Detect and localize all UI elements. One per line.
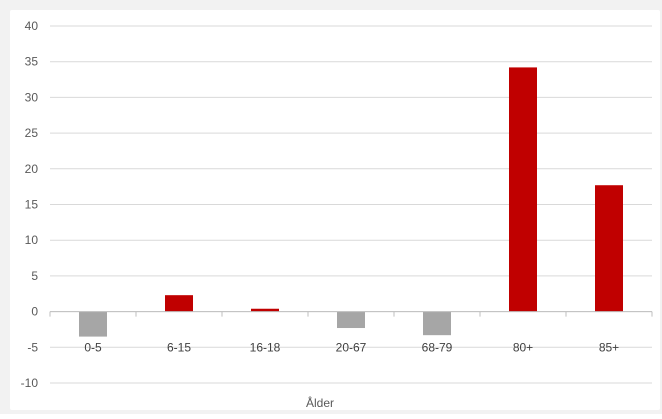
y-tick-label: 40 bbox=[25, 19, 39, 33]
y-tick-label: 10 bbox=[25, 233, 39, 247]
y-tick-label: 25 bbox=[25, 126, 39, 140]
x-tick-label: 20-67 bbox=[336, 340, 367, 354]
bar-16-18 bbox=[251, 308, 279, 312]
x-axis bbox=[49, 311, 653, 317]
y-tick-label: -5 bbox=[27, 340, 38, 354]
bar-0-5 bbox=[79, 311, 107, 337]
x-tick-label: 68-79 bbox=[422, 340, 453, 354]
x-axis-ticks: 0-5 6-15 16-18 20-67 68-79 80+ 85+ bbox=[84, 340, 619, 354]
y-tick-label: 20 bbox=[25, 162, 39, 176]
x-tick-label: 85+ bbox=[599, 340, 619, 354]
y-tick-label: 5 bbox=[31, 269, 38, 283]
y-tick-label: 0 bbox=[31, 305, 38, 319]
y-tick-label: 30 bbox=[25, 90, 39, 104]
x-tick-label: 6-15 bbox=[167, 340, 191, 354]
bar-68-79 bbox=[423, 311, 451, 336]
y-tick-label: -10 bbox=[21, 376, 39, 390]
bar-85+ bbox=[595, 185, 623, 312]
y-tick-label: 35 bbox=[25, 55, 39, 69]
y-tick-label: 15 bbox=[25, 198, 39, 212]
x-tick-label: 16-18 bbox=[250, 340, 281, 354]
gridlines bbox=[50, 25, 652, 384]
x-tick-label: 80+ bbox=[513, 340, 533, 354]
bars bbox=[79, 67, 623, 337]
y-axis-ticks: -10 -5 0 5 10 15 20 25 30 35 40 bbox=[21, 19, 39, 390]
bar-20-67 bbox=[337, 311, 365, 329]
x-tick-label: 0-5 bbox=[84, 340, 102, 354]
bar-6-15 bbox=[165, 295, 193, 312]
bar-80+ bbox=[509, 67, 537, 312]
x-axis-title: Ålder bbox=[306, 395, 334, 410]
